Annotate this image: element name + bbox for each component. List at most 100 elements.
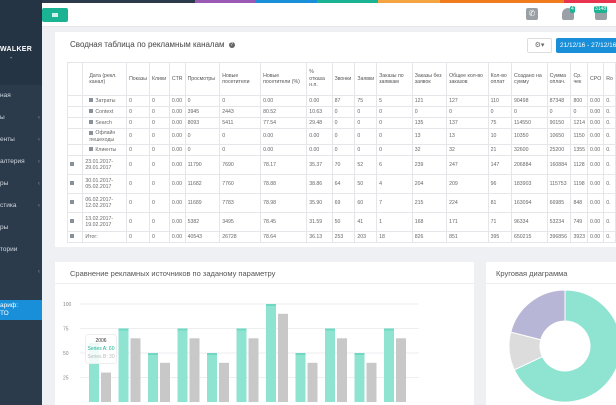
cell-text: 11790 <box>187 161 202 168</box>
table-cell: 75 <box>354 95 378 107</box>
date-range-button[interactable]: 21/12/16 - 27/12/16 ▾ <box>556 38 616 53</box>
expand-icon[interactable] <box>70 234 74 239</box>
sidebar-item[interactable]: алтерия ‹ <box>0 158 42 172</box>
column-header[interactable]: Звонки <box>331 62 356 96</box>
column-header[interactable]: Клики <box>149 62 170 96</box>
cell-text: 247 <box>449 161 458 168</box>
row-expand-cell[interactable] <box>66 212 84 232</box>
sidebar-item-tariff[interactable]: ариф: ТО <box>0 300 42 320</box>
chart-tooltip: 2006 Series A: 60 Series B: 30 <box>85 334 117 364</box>
column-header[interactable]: Кол-во оплат <box>487 62 513 96</box>
cell-text: 0 <box>379 108 383 115</box>
column-header[interactable]: Заявки <box>354 62 378 96</box>
cell-text: 66985 <box>549 199 565 206</box>
expand-icon[interactable] <box>70 219 74 224</box>
table-cell: 7783 <box>219 193 262 213</box>
pie-slice[interactable] <box>513 289 616 403</box>
table-cell: 0 <box>149 144 170 156</box>
phone-icon[interactable]: ✆ <box>526 8 538 20</box>
cell-text: 0.00 <box>309 146 320 153</box>
table-cell: 0 <box>354 144 378 156</box>
cell-text: 168 <box>414 218 424 225</box>
sidebar-item[interactable]: ры ‹ <box>0 180 42 194</box>
cell-text: 0. <box>606 97 611 104</box>
column-header[interactable]: CTR <box>168 62 186 96</box>
table-cell: 0 <box>219 144 262 156</box>
row-expand-cell[interactable] <box>66 193 84 213</box>
menu-toggle-button[interactable] <box>42 8 68 22</box>
table-cell: 203 <box>354 231 378 243</box>
table-cell: 115753 <box>546 174 572 194</box>
sidebar-item[interactable]: ры <box>0 224 42 238</box>
column-header[interactable]: Заказы без заявок <box>411 62 448 96</box>
cell-text: 0 <box>187 97 191 104</box>
table-cell: 1 <box>376 212 413 232</box>
cell-text: 1150 <box>573 133 585 140</box>
column-header[interactable]: Новые посетители <box>219 62 262 96</box>
sidebar-item[interactable]: тории <box>0 246 42 260</box>
sidebar-item[interactable]: ‹ <box>0 268 42 282</box>
cell-text: 0 <box>334 108 338 115</box>
bar-series-b <box>101 372 111 402</box>
pie-slice[interactable] <box>510 289 566 341</box>
expand-icon[interactable] <box>70 200 74 205</box>
chevron-left-icon: ‹ <box>37 114 40 121</box>
cell-text: 38.86 <box>309 180 323 187</box>
help-icon[interactable]: ? <box>228 41 235 48</box>
cell-text: 0 <box>152 119 155 126</box>
cell-text: 90498 <box>514 97 529 104</box>
sidebar: WALKER - ная ы ‹ енты ‹ алтерия ‹ ры ‹ стика ‹ ры то… <box>0 0 42 405</box>
column-header[interactable]: Ср. чек <box>570 62 588 96</box>
column-header[interactable]: Ro <box>603 62 616 96</box>
cell-text: 52 <box>357 161 364 168</box>
pie-chart-panel: Круговая диаграмма <box>486 262 616 405</box>
cell-text: 0.00 <box>590 108 601 115</box>
column-header[interactable]: Сумма оплач. <box>546 62 572 96</box>
table-cell: 35.37 <box>306 155 333 175</box>
column-header[interactable]: % отказа н.п. <box>306 62 333 96</box>
table-cell: 224 <box>446 193 489 213</box>
column-header[interactable]: CPO <box>586 62 605 96</box>
sidebar-item[interactable]: ная <box>0 92 42 106</box>
summary-title: Сводная таблица по рекламным каналам? <box>70 40 235 49</box>
cell-text: 0. <box>606 146 611 153</box>
cell-text: 135 <box>414 119 424 126</box>
cell-text: 0.00 <box>590 233 601 240</box>
row-expand-cell[interactable] <box>66 174 84 194</box>
sidebar-item[interactable]: ы ‹ <box>0 114 42 128</box>
cell-text: 11682 <box>187 180 202 187</box>
cell-text: 1214 <box>573 119 585 126</box>
column-header[interactable]: Дата (рекл. канал) <box>82 62 128 96</box>
column-header[interactable]: Заказы по заявкам <box>376 62 413 96</box>
sidebar-item-label: ры <box>0 180 9 187</box>
table-cell: 253 <box>331 231 356 243</box>
table-cell: 50 <box>331 212 356 232</box>
settings-dropdown-button[interactable]: ⚙▾ <box>527 38 552 53</box>
channel-icon <box>89 130 94 135</box>
cell-text: 171 <box>449 218 458 225</box>
sidebar-item[interactable]: енты ‹ <box>0 136 42 150</box>
column-header[interactable]: Новые посетители (%) <box>260 62 308 96</box>
sidebar-item[interactable]: стика ‹ <box>0 202 42 216</box>
cell-text: 0.00 <box>590 133 601 140</box>
channel-icon <box>89 109 94 114</box>
cell-text: 851 <box>449 233 458 240</box>
table-cell: 1150 <box>570 128 588 145</box>
expand-icon[interactable] <box>70 162 74 167</box>
column-header[interactable]: Общее кол-во заказов <box>446 62 489 96</box>
expand-icon[interactable] <box>70 181 74 186</box>
row-expand-cell[interactable] <box>66 231 84 243</box>
row-label: Search <box>82 117 128 129</box>
table-cell: 749 <box>570 212 588 232</box>
cell-text: 0 <box>129 180 132 187</box>
table-row: 23.01.2017-29.01.2017 0 0 0.00 11790 7690 78.1… <box>66 155 616 175</box>
cell-text: 127 <box>449 97 458 104</box>
color-stripe <box>0 0 616 3</box>
cell-text: 0.00 <box>171 146 182 153</box>
column-header[interactable]: Показы <box>126 62 150 96</box>
cell-text: 0 <box>334 133 338 140</box>
table-cell: 163094 <box>511 193 548 213</box>
column-header[interactable]: Создано на сумму <box>511 62 548 96</box>
row-expand-cell[interactable] <box>66 155 84 175</box>
column-header[interactable]: Просмотры <box>184 62 221 96</box>
